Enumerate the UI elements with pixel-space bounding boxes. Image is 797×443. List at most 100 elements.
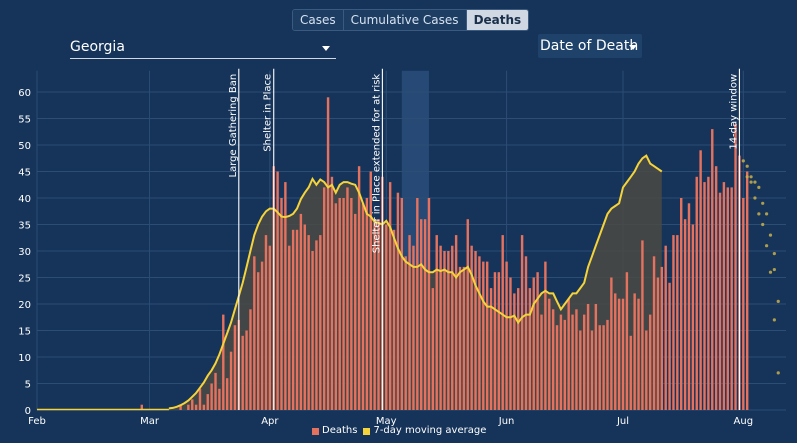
deaths-bar [385, 224, 388, 410]
deaths-bar [726, 187, 729, 410]
projection-dot [764, 244, 769, 248]
deaths-bar [645, 330, 648, 410]
deaths-bar [210, 383, 213, 410]
deaths-bar [365, 198, 369, 410]
deaths-bar [648, 314, 652, 410]
projection-dot [745, 175, 749, 179]
projection-dot [772, 252, 776, 256]
deaths-bar [742, 198, 745, 410]
deaths-bar [470, 245, 473, 410]
x-tick-label: Apr [261, 416, 279, 427]
tab-deaths[interactable]: Deaths [466, 10, 529, 30]
projection-dot [761, 201, 765, 205]
deaths-bar [400, 198, 403, 410]
tab-cumulative-cases[interactable]: Cumulative Cases [343, 10, 467, 30]
deaths-bar [617, 298, 621, 410]
deaths-bar [625, 272, 629, 410]
deaths-bar [672, 235, 675, 410]
y-tick-label: 30 [18, 247, 31, 258]
deaths-bar [532, 277, 535, 410]
deaths-bar [544, 261, 547, 410]
deaths-bar [439, 245, 442, 410]
deaths-bar [517, 288, 520, 410]
deaths-bar [606, 319, 609, 410]
deaths-bar [466, 219, 469, 410]
x-tick-label: Mar [140, 416, 160, 427]
deaths-bar [707, 176, 710, 410]
deaths-bar [276, 171, 279, 410]
deaths-bar [373, 219, 376, 410]
deaths-bar [683, 219, 687, 410]
deaths-bar [435, 235, 438, 410]
x-tick-label: Jun [498, 416, 515, 427]
y-tick-label: 10 [18, 353, 31, 364]
deaths-bar [579, 330, 582, 410]
deaths-bar [447, 251, 450, 410]
deaths-bar [218, 388, 221, 410]
y-tick-label: 55 [18, 115, 31, 126]
deaths-bar [699, 150, 702, 411]
deaths-bar [214, 372, 217, 410]
deaths-bar [652, 256, 656, 410]
deaths-bar [641, 240, 644, 410]
deaths-bar [548, 298, 551, 410]
deaths-bar [482, 261, 485, 410]
projection-dot [757, 212, 761, 216]
deaths-bar [357, 166, 361, 410]
deaths-bar [319, 235, 322, 410]
y-tick-label: 20 [18, 300, 31, 311]
deaths-bar [140, 404, 143, 410]
deaths-bar [187, 404, 190, 410]
event-label: 14-day window [728, 74, 739, 150]
deaths-bar [303, 224, 306, 410]
deaths-bar [346, 187, 349, 410]
deaths-bar [637, 298, 640, 410]
projection-dot [745, 164, 749, 168]
deaths-bar [392, 229, 396, 410]
deaths-bar [567, 298, 570, 410]
deaths-bar [711, 129, 714, 410]
deaths-bar [745, 171, 749, 410]
deaths-bar [575, 309, 578, 410]
deaths-bar [718, 192, 722, 410]
deaths-bar [245, 330, 248, 410]
deaths-bar [691, 224, 695, 410]
deaths-bar [571, 314, 574, 410]
deaths-bar [361, 203, 365, 410]
projection-dot [753, 196, 757, 200]
deaths-bar [443, 251, 446, 410]
deaths-bar [229, 351, 233, 410]
chevron-down-icon [322, 46, 330, 51]
y-tick-label: 35 [18, 221, 31, 232]
deaths-bar [478, 256, 481, 410]
deaths-bar [722, 182, 726, 410]
y-tick-label: 40 [18, 194, 31, 205]
y-tick-label: 5 [25, 380, 31, 391]
date-type-select[interactable]: Date of Death [538, 34, 642, 58]
deaths-bar [295, 229, 299, 410]
deaths-bar [268, 245, 272, 410]
region-select-value: Georgia [70, 39, 125, 55]
deaths-bar [388, 182, 392, 410]
deaths-bar [555, 325, 559, 410]
projection-dot [772, 318, 776, 322]
x-tick-label: Jul [616, 416, 629, 427]
deaths-bar [695, 176, 698, 410]
deaths-bar [233, 325, 237, 410]
legend-swatch-average [363, 427, 371, 435]
deaths-bar [315, 240, 318, 410]
deaths-bar [629, 335, 632, 410]
deaths-bar [253, 256, 256, 410]
deaths-bar [528, 288, 532, 410]
deaths-bar [451, 245, 454, 410]
region-select[interactable]: Georgia [70, 36, 336, 59]
projection-dot [776, 299, 780, 303]
deaths-bar [225, 378, 229, 410]
tab-cases[interactable]: Cases [293, 10, 344, 30]
deaths-bar [284, 182, 287, 410]
deaths-bar [299, 213, 303, 410]
deaths-bar [288, 245, 291, 410]
deaths-bar [412, 245, 415, 410]
y-tick-label: 25 [18, 274, 31, 285]
y-tick-label: 45 [18, 168, 31, 179]
